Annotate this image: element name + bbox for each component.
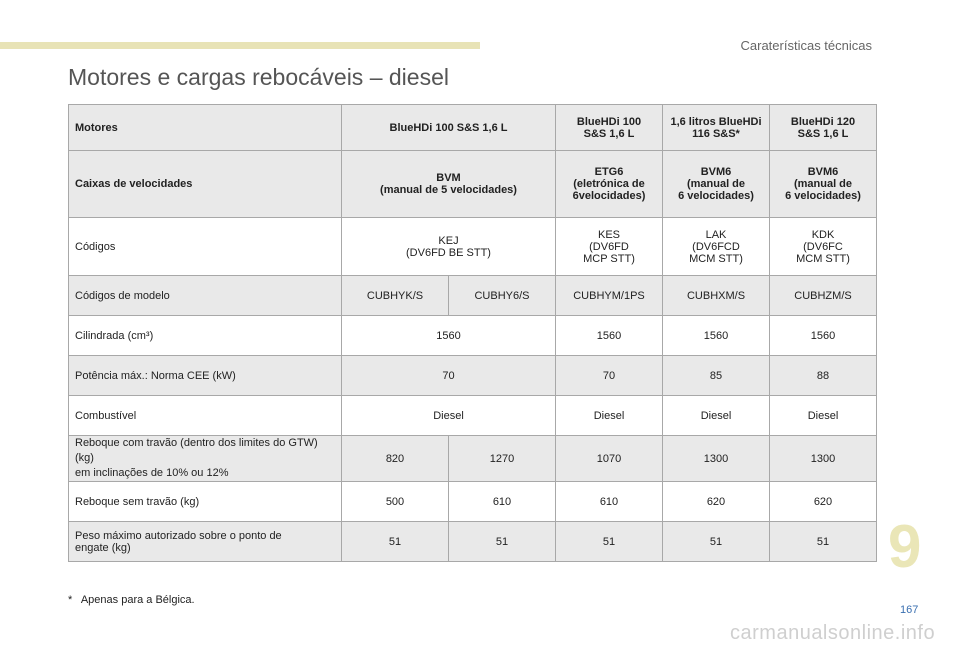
row-displacement: Cilindrada (cm³) 1560 1560 1560 1560 — [68, 315, 877, 356]
footnote: * Apenas para a Bélgica. — [68, 594, 195, 606]
cell: 51 — [769, 521, 877, 562]
cell: 610 — [448, 481, 556, 522]
cell: BVM6 (manual de 6 velocidades) — [662, 150, 770, 218]
section-title: Caraterísticas técnicas — [740, 38, 873, 53]
cell: 1270 — [448, 435, 556, 482]
page-title: Motores e cargas rebocáveis – diesel — [68, 64, 449, 90]
row-label: Potência máx.: Norma CEE (kW) — [68, 355, 342, 396]
cell: 500 — [341, 481, 449, 522]
row-fuel: Combustível Diesel Diesel Diesel Diesel — [68, 395, 877, 436]
row-model-codes: Códigos de modelo CUBHYK/S CUBHY6/S CUBH… — [68, 275, 877, 316]
cell: 1560 — [662, 315, 770, 356]
cell: CUBHYM/1PS — [555, 275, 663, 316]
row-label: Peso máximo autorizado sobre o ponto de … — [68, 521, 342, 562]
header-accent-bar — [0, 42, 480, 49]
watermark: carmanualsonline.info — [730, 622, 936, 644]
engine-spec-table: Motores BlueHDi 100 S&S 1,6 L BlueHDi 10… — [68, 104, 877, 562]
cell: 1560 — [341, 315, 556, 356]
cell: 51 — [662, 521, 770, 562]
cell: CUBHY6/S — [448, 275, 556, 316]
page-number: 167 — [900, 604, 919, 616]
cell: 1300 — [662, 435, 770, 482]
cell: KEJ (DV6FD BE STT) — [341, 217, 556, 276]
cell: CUBHZM/S — [769, 275, 877, 316]
cell: BlueHDi 100 S&S 1,6 L — [341, 104, 556, 151]
row-label: Reboque sem travão (kg) — [68, 481, 342, 522]
cell: 51 — [448, 521, 556, 562]
row-motors: Motores BlueHDi 100 S&S 1,6 L BlueHDi 10… — [68, 104, 877, 151]
cell: 1560 — [555, 315, 663, 356]
cell: Diesel — [662, 395, 770, 436]
row-label: Motores — [68, 104, 342, 151]
cell: BVM6 (manual de 6 velocidades) — [769, 150, 877, 218]
cell: KES (DV6FD MCP STT) — [555, 217, 663, 276]
cell: 620 — [769, 481, 877, 522]
row-gearboxes: Caixas de velocidades BVM (manual de 5 v… — [68, 150, 877, 218]
cell: 70 — [555, 355, 663, 396]
cell: 610 — [555, 481, 663, 522]
cell: 1300 — [769, 435, 877, 482]
cell: 51 — [341, 521, 449, 562]
row-nose-weight: Peso máximo autorizado sobre o ponto de … — [68, 521, 877, 562]
cell: BlueHDi 120 S&S 1,6 L — [769, 104, 877, 151]
row-unbraked-trailer: Reboque sem travão (kg) 500 610 610 620 … — [68, 481, 877, 522]
footnote-mark: * — [68, 594, 73, 606]
row-label: Códigos — [68, 217, 342, 276]
cell: 88 — [769, 355, 877, 396]
cell: 1560 — [769, 315, 877, 356]
cell: 820 — [341, 435, 449, 482]
cell: LAK (DV6FCD MCM STT) — [662, 217, 770, 276]
cell: KDK (DV6FC MCM STT) — [769, 217, 877, 276]
cell: CUBHYK/S — [341, 275, 449, 316]
cell: BlueHDi 100 S&S 1,6 L — [555, 104, 663, 151]
row-label: Caixas de velocidades — [68, 150, 342, 218]
row-codes: Códigos KEJ (DV6FD BE STT) KES (DV6FD MC… — [68, 217, 877, 276]
row-label: Reboque com travão (dentro dos limites d… — [68, 435, 342, 482]
row-label: Códigos de modelo — [68, 275, 342, 316]
cell: 1070 — [555, 435, 663, 482]
row-braked-trailer: Reboque com travão (dentro dos limites d… — [68, 435, 877, 482]
cell: 51 — [555, 521, 663, 562]
cell: Diesel — [341, 395, 556, 436]
cell: 1,6 litros BlueHDi 116 S&S* — [662, 104, 770, 151]
row-label: Combustível — [68, 395, 342, 436]
cell: 620 — [662, 481, 770, 522]
cell: 70 — [341, 355, 556, 396]
cell: Diesel — [555, 395, 663, 436]
cell: Diesel — [769, 395, 877, 436]
cell: ETG6 (eletrónica de 6velocidades) — [555, 150, 663, 218]
cell: 85 — [662, 355, 770, 396]
row-power: Potência máx.: Norma CEE (kW) 70 70 85 8… — [68, 355, 877, 396]
cell: CUBHXM/S — [662, 275, 770, 316]
chapter-number: 9 — [888, 513, 922, 580]
footnote-text: Apenas para a Bélgica. — [80, 594, 195, 606]
cell: BVM (manual de 5 velocidades) — [341, 150, 556, 218]
row-label: Cilindrada (cm³) — [68, 315, 342, 356]
